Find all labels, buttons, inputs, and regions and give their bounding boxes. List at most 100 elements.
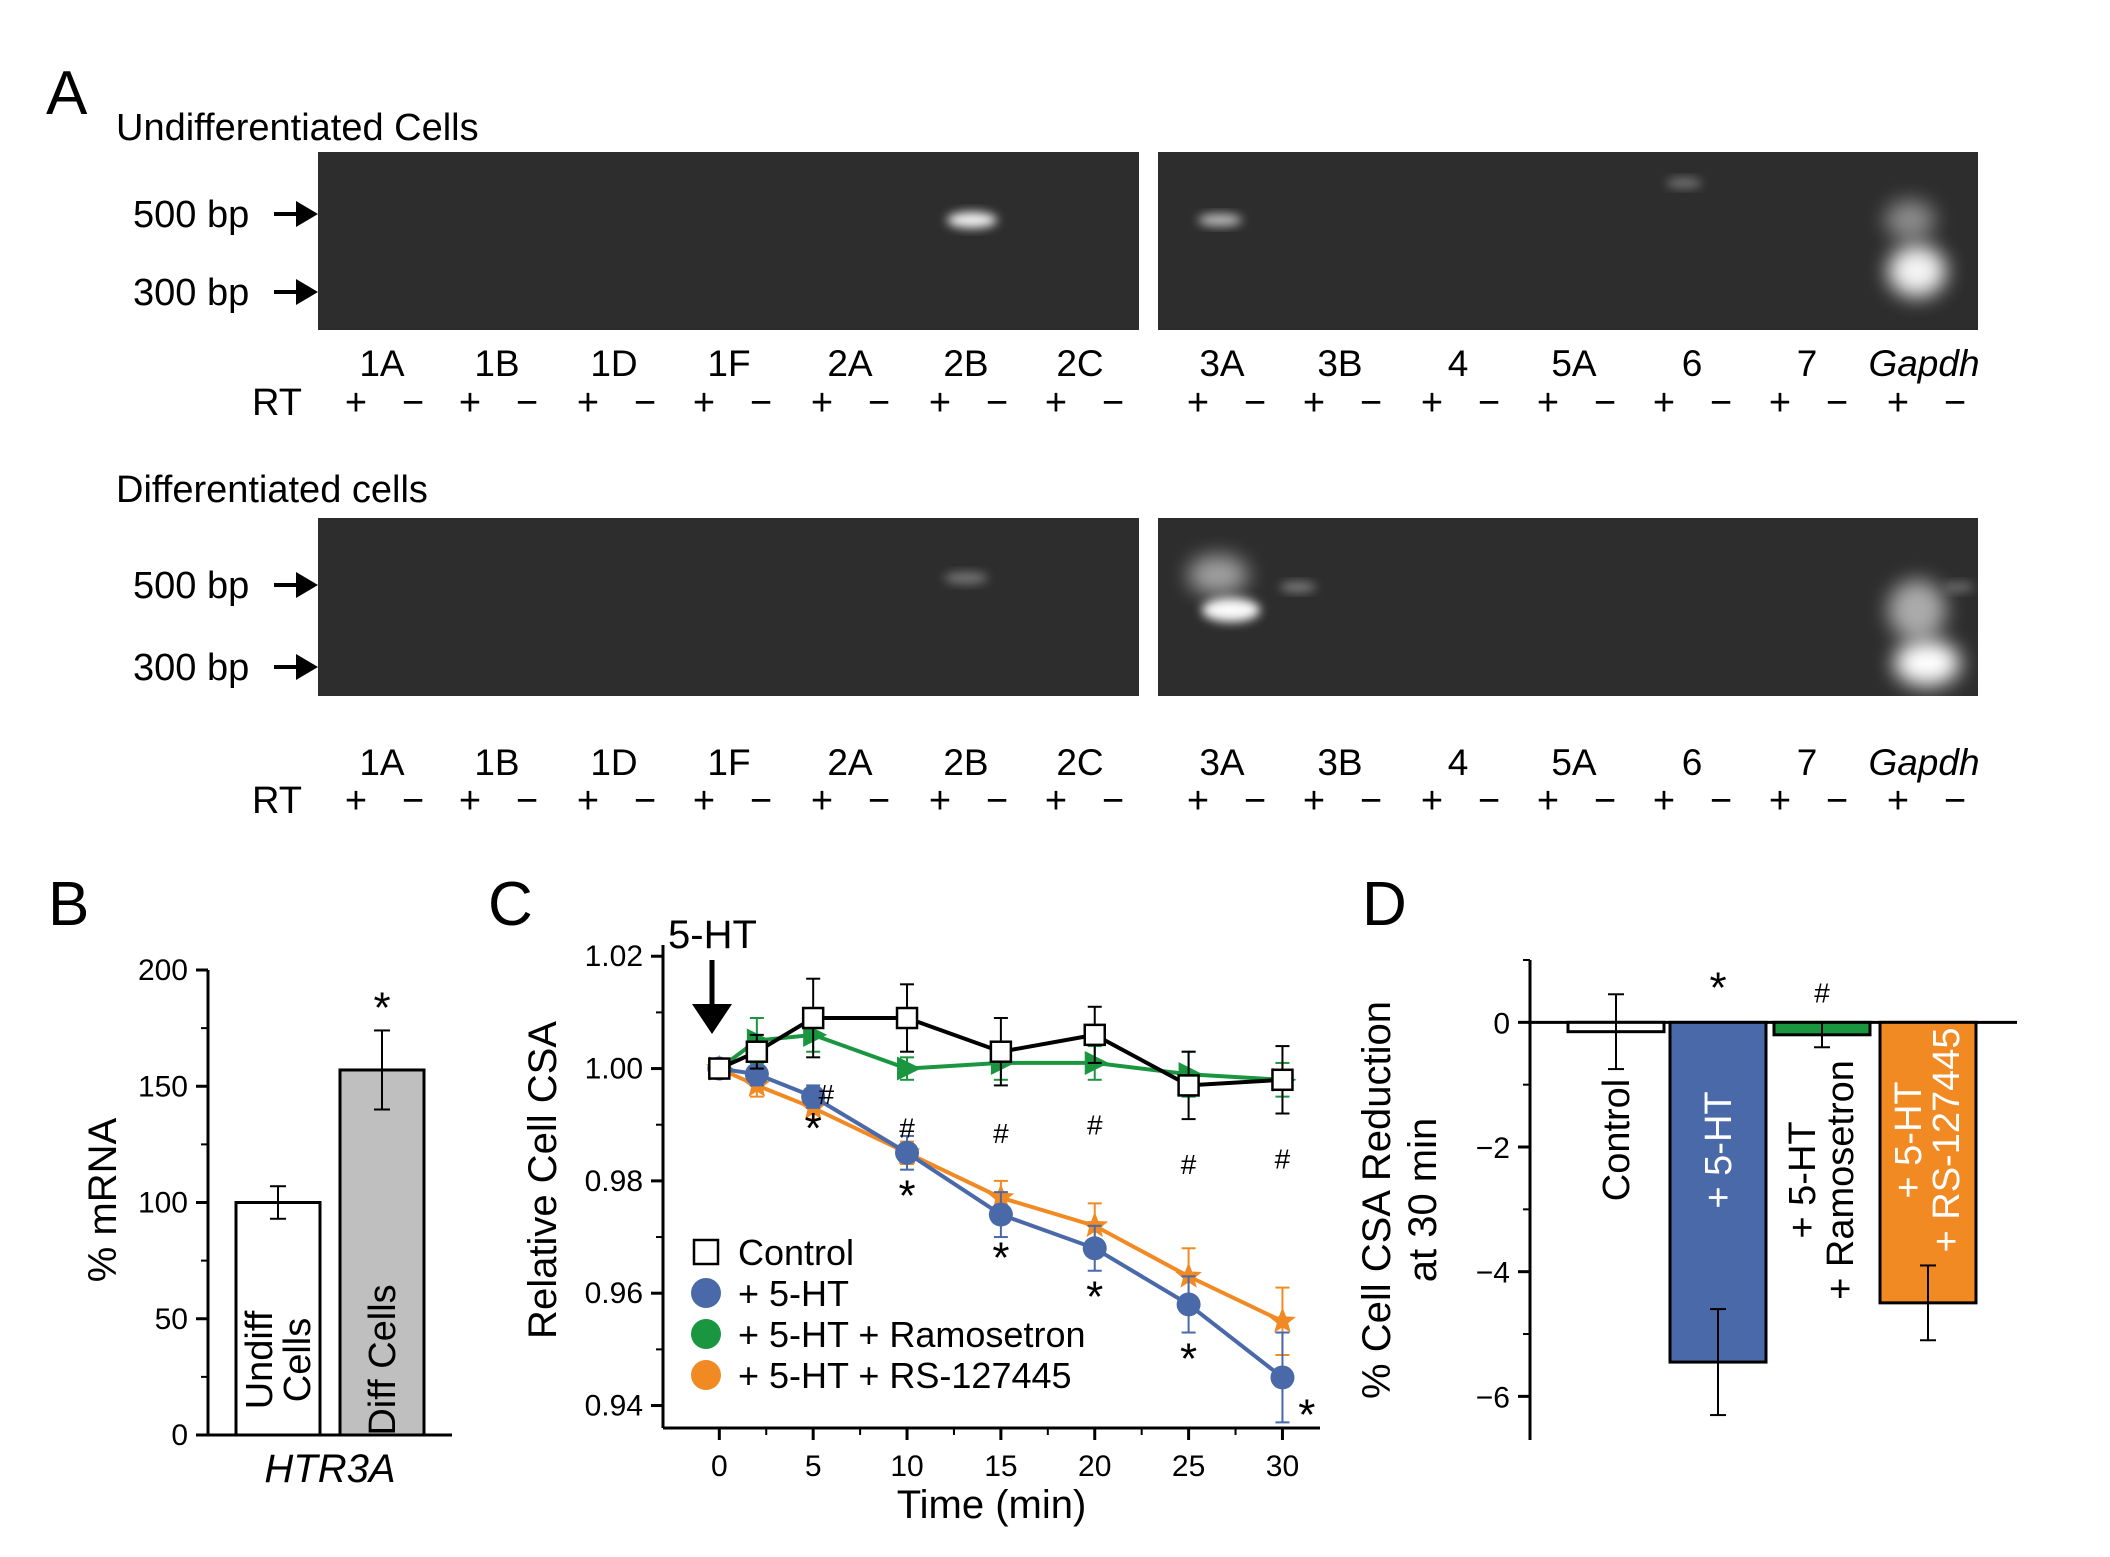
rt-minus: − [750, 382, 772, 424]
rt-minus: − [1594, 382, 1616, 424]
y-tick-label: −4 [1476, 1257, 1510, 1290]
lane-label: 3A [1199, 343, 1245, 384]
point [989, 1040, 1013, 1063]
lane-label: 3A [1199, 742, 1245, 783]
significance-star: * [1298, 1391, 1315, 1440]
legend-label: Control [738, 1232, 854, 1273]
gel-band [1888, 580, 1946, 640]
legend-label: + 5-HT + Ramosetron [738, 1314, 1085, 1355]
rt-plus: + [1045, 382, 1067, 424]
y-tick-label: −2 [1476, 1132, 1510, 1165]
rt-minus: − [986, 382, 1008, 424]
significance-star: * [373, 983, 390, 1032]
y-tick-label: 50 [155, 1303, 188, 1336]
x-tick-label: 25 [1172, 1450, 1205, 1483]
rt-minus: − [516, 382, 538, 424]
panel-c: C 0.94 0.96 0.98 1.00 1.02 0 5 10 15 20 25 30 Time (… [488, 870, 1320, 1527]
y-tick-label: 0.98 [585, 1165, 643, 1198]
size-marker-label: 300 bp [133, 647, 249, 689]
significance-hash: # [993, 1118, 1009, 1149]
x-tick-label: 30 [1266, 1450, 1299, 1483]
legend-label: + 5-HT + RS-127445 [738, 1355, 1072, 1396]
bar-label: + 5-HT+ RS-127445 [1888, 1028, 1968, 1253]
point [1270, 1365, 1295, 1390]
point [801, 1006, 825, 1030]
significance-star: * [898, 1172, 915, 1221]
rt-minus: − [1360, 780, 1382, 822]
rt-plus: + [1303, 382, 1325, 424]
rt-minus: − [1102, 382, 1124, 424]
annotation-label: 5-HT [668, 913, 757, 957]
point [1083, 1023, 1106, 1047]
point [745, 1040, 769, 1063]
gel-image-left [318, 518, 1139, 696]
legend-marker [691, 1319, 721, 1349]
rt-minus: − [1478, 780, 1500, 822]
y-axis-label-line: at 30 min [1401, 1118, 1445, 1283]
y-tick-label: 0.94 [585, 1390, 643, 1423]
rt-plus: + [459, 382, 481, 424]
lane-label: 1A [359, 742, 405, 783]
point [708, 1057, 731, 1080]
marker-arrow-head [296, 201, 318, 227]
y-axis-label: Relative Cell CSA [521, 1021, 565, 1339]
legend-label: + 5-HT [738, 1273, 849, 1314]
rt-minus: − [402, 382, 424, 424]
rt-minus: − [634, 780, 656, 822]
legend-marker [692, 1238, 720, 1266]
gel-band [1198, 214, 1242, 226]
point [988, 1202, 1013, 1227]
rt-plus: + [1887, 780, 1909, 822]
y-tick-label: 0 [1493, 1007, 1510, 1040]
legend-marker [691, 1278, 721, 1308]
y-tick-label: 0.96 [585, 1277, 643, 1310]
rt-minus: − [1944, 382, 1966, 424]
rt-plus: + [811, 780, 833, 822]
point [1175, 1262, 1202, 1288]
rt-plus: + [1187, 382, 1209, 424]
x-tick-label: 10 [890, 1450, 923, 1483]
panel-a: A Undifferentiated Cells 500 bp 300 bp 1A 1B… [46, 59, 1980, 822]
lane-label: 1B [474, 343, 519, 384]
y-axis-label-line: % Cell CSA Reduction [1355, 1001, 1399, 1399]
panel-letter-d: D [1362, 870, 1407, 939]
rt-minus: − [1102, 780, 1124, 822]
significance-star: * [1086, 1273, 1103, 1322]
bar-label: Control [1596, 1079, 1638, 1202]
lane-label: 1D [590, 343, 637, 384]
rt-minus: − [868, 780, 890, 822]
point [897, 1056, 922, 1081]
rt-minus: − [1360, 382, 1382, 424]
lane-label: 2B [943, 343, 988, 384]
rt-plus: + [577, 382, 599, 424]
size-marker-label: 500 bp [133, 194, 249, 236]
legend-marker [691, 1360, 721, 1390]
lane-label: 6 [1682, 742, 1703, 783]
significance-star: * [805, 1104, 822, 1153]
rt-minus: − [1944, 780, 1966, 822]
lane-label: 1B [474, 742, 519, 783]
rt-label: RT [252, 780, 302, 822]
rt-minus: − [1244, 382, 1266, 424]
x-axis-label: HTR3A [264, 1447, 395, 1491]
significance-hash: # [899, 1113, 915, 1144]
y-axis-label: % Cell CSA Reductionat 30 min [1355, 1001, 1445, 1399]
point [1177, 1074, 1200, 1097]
rt-minus: − [868, 382, 890, 424]
y-tick-label: 150 [138, 1070, 188, 1103]
size-marker-label: 500 bp [133, 565, 249, 607]
series [708, 977, 1294, 1121]
rt-plus: + [693, 382, 715, 424]
panel-letter-c: C [488, 870, 533, 939]
rt-plus: + [929, 780, 951, 822]
bar-label: + 5-HT+ Ramosetron [1782, 1060, 1862, 1300]
y-tick-label: −6 [1476, 1381, 1510, 1414]
significance-star: * [1709, 963, 1726, 1012]
lane-label: 3B [1317, 343, 1362, 384]
rt-plus: + [1421, 382, 1443, 424]
bar-label-line: Diff Cells [362, 1284, 404, 1435]
rt-plus: + [1303, 780, 1325, 822]
lane-label: 1F [707, 343, 750, 384]
